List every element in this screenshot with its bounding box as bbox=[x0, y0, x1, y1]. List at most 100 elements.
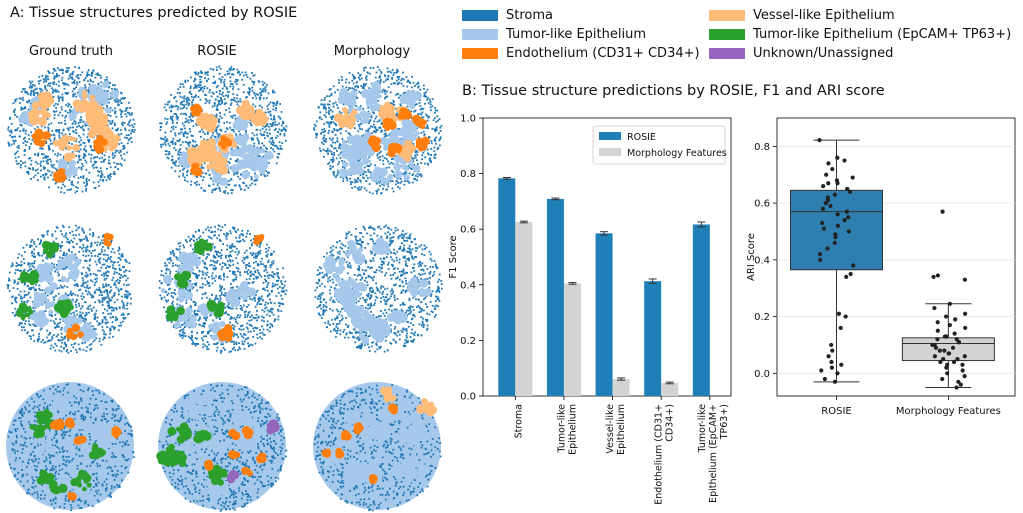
stroma-cell bbox=[218, 77, 221, 80]
tissue-blob-dot bbox=[69, 159, 77, 167]
stroma-cell bbox=[378, 181, 381, 184]
stroma-cell bbox=[422, 130, 425, 133]
stroma-cell bbox=[426, 148, 429, 151]
stroma-cell bbox=[79, 240, 82, 243]
stroma-cell bbox=[18, 135, 21, 138]
stroma-cell bbox=[120, 116, 123, 118]
stroma-cell bbox=[58, 349, 61, 352]
stroma-cell bbox=[94, 241, 96, 244]
stroma-cell bbox=[390, 161, 393, 164]
tissue-blob-dot bbox=[56, 170, 65, 179]
stroma-cell bbox=[24, 129, 27, 132]
stroma-cell bbox=[379, 78, 382, 81]
stroma-cell bbox=[45, 256, 48, 259]
stroma-cell bbox=[235, 78, 237, 81]
stroma-cell bbox=[221, 102, 223, 104]
stroma-cell bbox=[339, 156, 342, 159]
stroma-cell bbox=[29, 167, 31, 170]
stroma-cell bbox=[29, 335, 32, 338]
stroma-cell bbox=[66, 127, 69, 130]
stroma-cell bbox=[428, 98, 431, 101]
stroma-cell bbox=[126, 277, 129, 280]
stroma-cell bbox=[102, 178, 104, 181]
stroma-cell bbox=[196, 85, 198, 87]
stroma-cell bbox=[79, 246, 81, 249]
stroma-cell bbox=[29, 82, 32, 85]
stroma-cell bbox=[319, 149, 322, 152]
stroma-cell bbox=[266, 108, 269, 111]
stroma-cell bbox=[10, 136, 13, 139]
stroma-cell bbox=[339, 152, 342, 154]
stroma-cell bbox=[8, 279, 11, 282]
stroma-cell bbox=[94, 328, 97, 331]
stroma-cell bbox=[409, 82, 412, 84]
stroma-cell bbox=[282, 127, 285, 129]
stroma-cell bbox=[80, 143, 82, 146]
stroma-cell bbox=[331, 145, 333, 148]
tissue-blob-dot bbox=[89, 113, 96, 119]
stroma-cell bbox=[39, 147, 42, 150]
stroma-cell bbox=[435, 129, 438, 131]
stroma-cell bbox=[67, 105, 70, 108]
stroma-cell bbox=[381, 155, 384, 158]
stroma-cell bbox=[379, 156, 382, 158]
stroma-cell bbox=[391, 170, 393, 172]
stroma-cell bbox=[384, 96, 387, 99]
stroma-cell bbox=[54, 129, 57, 132]
stroma-cell bbox=[209, 177, 212, 180]
stroma-cell bbox=[94, 281, 97, 284]
stroma-cell bbox=[77, 74, 79, 76]
stroma-cell bbox=[97, 255, 99, 258]
stroma-cell bbox=[29, 324, 32, 327]
stroma-cell bbox=[85, 149, 87, 152]
stroma-cell bbox=[365, 174, 368, 177]
stroma-cell bbox=[227, 183, 230, 186]
stroma-cell bbox=[28, 157, 30, 160]
stroma-cell bbox=[376, 80, 379, 83]
stroma-cell bbox=[374, 126, 376, 128]
stroma-cell bbox=[213, 188, 216, 191]
stroma-cell bbox=[256, 137, 259, 140]
stroma-cell bbox=[421, 154, 424, 157]
panel-a-title: A: Tissue structures predicted by ROSIE bbox=[10, 5, 298, 21]
tissue-blob-dot bbox=[79, 106, 86, 113]
stroma-cell bbox=[90, 279, 92, 282]
stroma-cell bbox=[75, 234, 78, 237]
stroma-cell bbox=[112, 264, 114, 267]
stroma-cell bbox=[232, 68, 234, 71]
stroma-cell bbox=[109, 312, 112, 315]
stroma-cell bbox=[266, 148, 268, 150]
stroma-cell bbox=[242, 181, 244, 184]
stroma-cell bbox=[221, 87, 224, 90]
stroma-cell bbox=[413, 157, 415, 160]
stroma-cell bbox=[77, 285, 79, 287]
stroma-cell bbox=[95, 161, 98, 163]
stroma-cell bbox=[173, 147, 176, 149]
stroma-cell bbox=[245, 130, 247, 132]
stroma-cell bbox=[87, 89, 90, 92]
stroma-cell bbox=[275, 104, 278, 107]
stroma-cell bbox=[124, 269, 127, 272]
stroma-cell bbox=[107, 313, 110, 315]
stroma-cell bbox=[196, 176, 199, 179]
stroma-cell bbox=[90, 160, 92, 163]
stroma-cell bbox=[14, 128, 17, 131]
stroma-cell bbox=[416, 175, 419, 178]
stroma-cell bbox=[187, 143, 190, 146]
stroma-cell bbox=[119, 162, 122, 165]
stroma-cell bbox=[275, 102, 278, 104]
stroma-cell bbox=[82, 177, 85, 179]
stroma-cell bbox=[159, 122, 161, 125]
stroma-cell bbox=[57, 130, 60, 133]
stroma-cell bbox=[58, 134, 61, 137]
tissue-blob-dot bbox=[401, 164, 408, 171]
stroma-cell bbox=[373, 130, 376, 133]
stroma-cell bbox=[67, 92, 69, 95]
stroma-cell bbox=[322, 143, 325, 146]
stroma-cell bbox=[86, 293, 89, 296]
stroma-cell bbox=[68, 74, 71, 77]
stroma-cell bbox=[100, 172, 103, 175]
stroma-cell bbox=[57, 114, 60, 117]
stroma-cell bbox=[325, 111, 328, 114]
stroma-cell bbox=[363, 67, 365, 70]
